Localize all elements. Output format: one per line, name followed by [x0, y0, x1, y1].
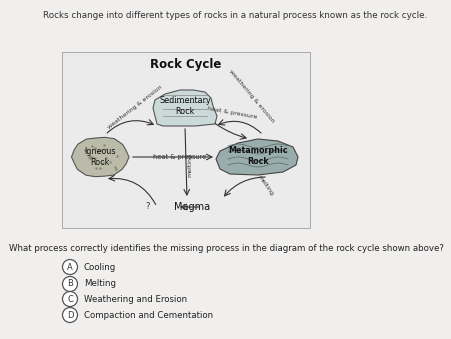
Polygon shape — [71, 137, 129, 177]
Text: Rocks change into different types of rocks in a natural process known as the roc: Rocks change into different types of roc… — [43, 11, 426, 20]
Polygon shape — [152, 90, 216, 126]
Text: melting: melting — [256, 174, 273, 196]
Circle shape — [62, 277, 77, 292]
Circle shape — [62, 307, 77, 322]
Text: Compaction and Cementation: Compaction and Cementation — [84, 311, 213, 319]
FancyBboxPatch shape — [62, 52, 309, 228]
Text: Rock Cycle: Rock Cycle — [150, 58, 221, 71]
Text: Melting: Melting — [84, 279, 116, 288]
Text: heat & pressure: heat & pressure — [206, 106, 257, 120]
Text: Magma: Magma — [174, 202, 210, 212]
Text: heat & pressure: heat & pressure — [153, 154, 206, 160]
Text: D: D — [67, 311, 73, 319]
Text: B: B — [67, 279, 73, 288]
Circle shape — [62, 259, 77, 275]
Polygon shape — [216, 139, 297, 175]
Text: Weathering and Erosion: Weathering and Erosion — [84, 295, 187, 303]
Text: What process correctly identifies the missing process in the diagram of the rock: What process correctly identifies the mi… — [9, 244, 442, 253]
Text: Sedimentary
Rock: Sedimentary Rock — [159, 96, 211, 116]
Text: C: C — [67, 295, 73, 303]
Text: Cooling: Cooling — [84, 262, 116, 272]
Text: Metamorphic
Rock: Metamorphic Rock — [228, 146, 287, 166]
Circle shape — [62, 292, 77, 306]
Text: melting: melting — [187, 153, 192, 177]
Text: ?: ? — [145, 202, 150, 212]
Text: A: A — [67, 262, 73, 272]
Text: Igneous
Rock: Igneous Rock — [84, 147, 115, 167]
Text: weathering & erosion: weathering & erosion — [228, 68, 275, 123]
Text: weathering & erosion: weathering & erosion — [106, 84, 163, 130]
